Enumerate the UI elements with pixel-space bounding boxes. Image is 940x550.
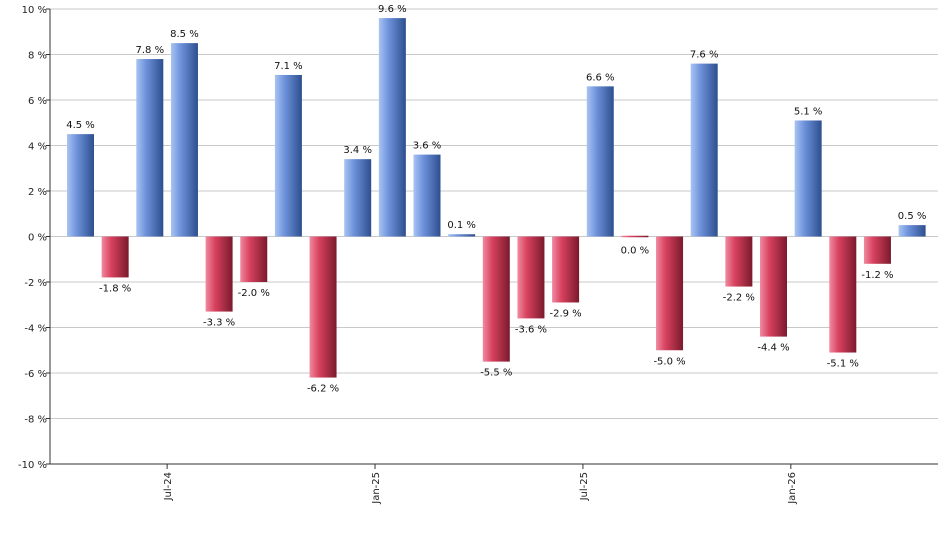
bar	[67, 134, 94, 237]
bar	[378, 18, 406, 237]
data-label: -6.2 %	[307, 384, 339, 395]
data-label: 0.0 %	[621, 246, 650, 257]
y-tick-label: 10 %	[22, 5, 47, 16]
bar	[344, 159, 372, 237]
y-tick-label: -2 %	[24, 278, 47, 289]
data-label: 3.6 %	[413, 141, 442, 152]
bar	[621, 235, 649, 238]
y-tick-label: 8 %	[28, 51, 47, 62]
data-label: 7.1 %	[274, 61, 303, 72]
bar	[482, 236, 510, 362]
y-tick-label: -10 %	[18, 460, 47, 471]
y-tick-label: -8 %	[24, 415, 47, 426]
bar	[170, 43, 198, 237]
data-label: 3.4 %	[343, 145, 372, 156]
y-tick-label: -6 %	[24, 369, 47, 380]
bar	[863, 236, 891, 264]
y-tick-label: 4 %	[28, 142, 47, 153]
bar	[101, 236, 129, 278]
x-tick-label: Jan-26	[787, 472, 798, 505]
bar	[690, 63, 718, 237]
bar	[205, 236, 233, 312]
bar	[309, 236, 337, 378]
data-label: 0.5 %	[898, 211, 927, 222]
bar	[552, 236, 580, 303]
y-tick-label: 0 %	[28, 233, 47, 244]
data-label: 6.6 %	[586, 72, 615, 83]
data-label: 7.6 %	[690, 50, 719, 61]
data-label: -5.1 %	[827, 359, 859, 370]
bar	[829, 236, 857, 353]
data-label: -5.5 %	[480, 368, 512, 379]
data-label: -2.2 %	[723, 293, 755, 304]
bar	[274, 74, 302, 237]
data-label: 9.6 %	[378, 4, 407, 15]
bar	[136, 59, 164, 237]
data-label: -2.0 %	[238, 288, 270, 299]
data-label: 4.5 %	[66, 120, 95, 131]
data-label: -5.0 %	[653, 356, 685, 367]
data-label: 5.1 %	[794, 106, 823, 117]
data-label: -1.2 %	[861, 270, 893, 281]
data-label: -2.9 %	[549, 308, 581, 319]
bar	[794, 120, 822, 237]
bar	[898, 225, 926, 237]
bar	[656, 236, 684, 351]
bar	[413, 154, 441, 237]
x-tick-label: Jul-25	[579, 472, 590, 501]
data-label: -3.6 %	[515, 324, 547, 335]
data-label: 8.5 %	[170, 29, 199, 40]
data-labels: 4.5 % -1.8 % 7.8 % 8.5 % -3.3 % -2.0 % 7.1 % -6…	[66, 4, 926, 394]
bar	[240, 236, 268, 282]
bar	[448, 234, 476, 237]
axes: -10 % -8 % -6 % -4 % -2 % 0 % 2 % 4 % 6 % 8 % 10 %…	[18, 5, 938, 505]
data-label: 7.8 %	[136, 45, 165, 56]
data-label: -3.3 %	[203, 318, 235, 329]
bar	[760, 236, 787, 337]
x-tick-label: Jul-24	[163, 472, 174, 501]
bar	[586, 86, 614, 237]
data-label: -1.8 %	[99, 283, 131, 294]
data-label: -4.4 %	[757, 343, 789, 354]
bars	[67, 18, 926, 378]
y-tick-label: 6 %	[28, 96, 47, 107]
bar	[517, 236, 545, 319]
x-tick-label: Jan-25	[371, 472, 382, 505]
data-label: 0.1 %	[447, 220, 476, 231]
y-tick-label: 2 %	[28, 187, 47, 198]
y-tick-label: -4 %	[24, 324, 47, 335]
bar	[725, 236, 753, 287]
